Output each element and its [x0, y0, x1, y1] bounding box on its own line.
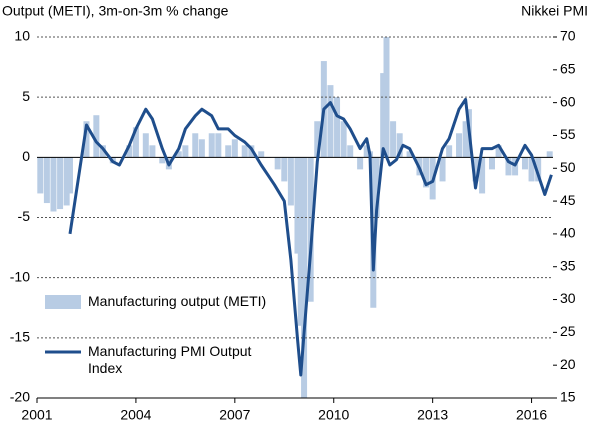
- y-tick-label: 10: [14, 28, 30, 44]
- y2-tick-label: 45: [560, 192, 576, 208]
- y2-tick-label: 60: [560, 93, 576, 109]
- y2-tick-label: 25: [560, 323, 576, 339]
- y2-tick-label: 65: [560, 61, 576, 77]
- bar: [456, 133, 463, 158]
- bar: [182, 145, 189, 158]
- x-tick-label: 2010: [318, 407, 349, 423]
- y-tick-label: -15: [10, 329, 30, 345]
- y2-tick-label: 55: [560, 126, 576, 142]
- bar: [446, 145, 453, 158]
- bar: [357, 157, 364, 170]
- bar: [93, 115, 100, 158]
- y2-tick-label: 20: [560, 356, 576, 372]
- y-tick-label: 0: [22, 148, 30, 164]
- bar: [142, 133, 149, 158]
- bar: [479, 157, 486, 194]
- bar: [314, 121, 321, 158]
- x-tick-label: 2001: [21, 407, 52, 423]
- bar: [83, 121, 90, 158]
- x-tick-label: 2016: [516, 407, 547, 423]
- bar: [63, 157, 70, 206]
- bar: [57, 157, 64, 210]
- bar: [334, 97, 341, 158]
- legend-label: Manufacturing PMI Output Index: [88, 343, 252, 376]
- bar: [340, 121, 347, 158]
- bar: [439, 157, 446, 182]
- bar: [380, 73, 387, 158]
- bar: [149, 145, 156, 158]
- bar: [521, 157, 528, 170]
- bar: [126, 145, 133, 158]
- bar: [175, 151, 182, 158]
- bar: [132, 127, 139, 158]
- x-tick-label: 2013: [417, 407, 448, 423]
- y2-tick-label: 35: [560, 257, 576, 273]
- chart-title: Output (METI), 3m-on-3m % change: [2, 3, 229, 19]
- y-tick-label: -20: [10, 389, 30, 405]
- y-tick-label: -10: [10, 268, 30, 284]
- y2-tick-label: 40: [560, 225, 576, 241]
- y2-tick-label: 50: [560, 159, 576, 175]
- y-tick-label: 5: [22, 88, 30, 104]
- legend-label: Manufacturing output (METI): [88, 293, 267, 309]
- bar: [396, 133, 403, 158]
- bar: [390, 121, 397, 158]
- bar: [462, 121, 469, 158]
- bar: [301, 157, 308, 398]
- x-tick-label: 2004: [120, 407, 151, 423]
- x-tick-label: 2007: [219, 407, 250, 423]
- bar: [231, 139, 238, 158]
- bar: [495, 145, 502, 158]
- bar: [347, 145, 354, 158]
- line: [68, 97, 553, 377]
- bar: [528, 157, 535, 182]
- y2-axis-label: Nikkei PMI: [521, 3, 588, 19]
- bar: [208, 133, 215, 158]
- bar: [198, 139, 205, 158]
- bar: [406, 151, 413, 158]
- bar: [287, 157, 294, 206]
- y2-tick-label: 70: [560, 28, 576, 44]
- bar: [297, 157, 304, 326]
- bar: [159, 157, 166, 164]
- bar: [363, 145, 370, 158]
- bar: [241, 145, 248, 158]
- bar: [423, 157, 430, 188]
- bar: [215, 133, 222, 158]
- bar: [546, 151, 553, 158]
- bar: [281, 157, 288, 182]
- bar: [472, 157, 479, 182]
- bar: [37, 157, 44, 194]
- legend-swatch: [45, 295, 81, 309]
- bar: [373, 157, 380, 218]
- bar: [66, 157, 73, 194]
- bar: [225, 145, 232, 158]
- bar: [99, 145, 106, 158]
- bar: [192, 133, 199, 158]
- bar: [307, 157, 314, 302]
- bar: [535, 157, 542, 182]
- bar: [50, 157, 57, 212]
- bar: [274, 157, 281, 170]
- bar: [327, 85, 334, 158]
- bar: [43, 157, 50, 204]
- bar: [489, 157, 496, 170]
- bar: [505, 157, 512, 176]
- bar: [258, 151, 265, 158]
- bar: [294, 157, 301, 254]
- y-tick-label: -5: [18, 208, 31, 224]
- y2-tick-label: 30: [560, 290, 576, 306]
- y2-tick-label: 15: [560, 389, 576, 405]
